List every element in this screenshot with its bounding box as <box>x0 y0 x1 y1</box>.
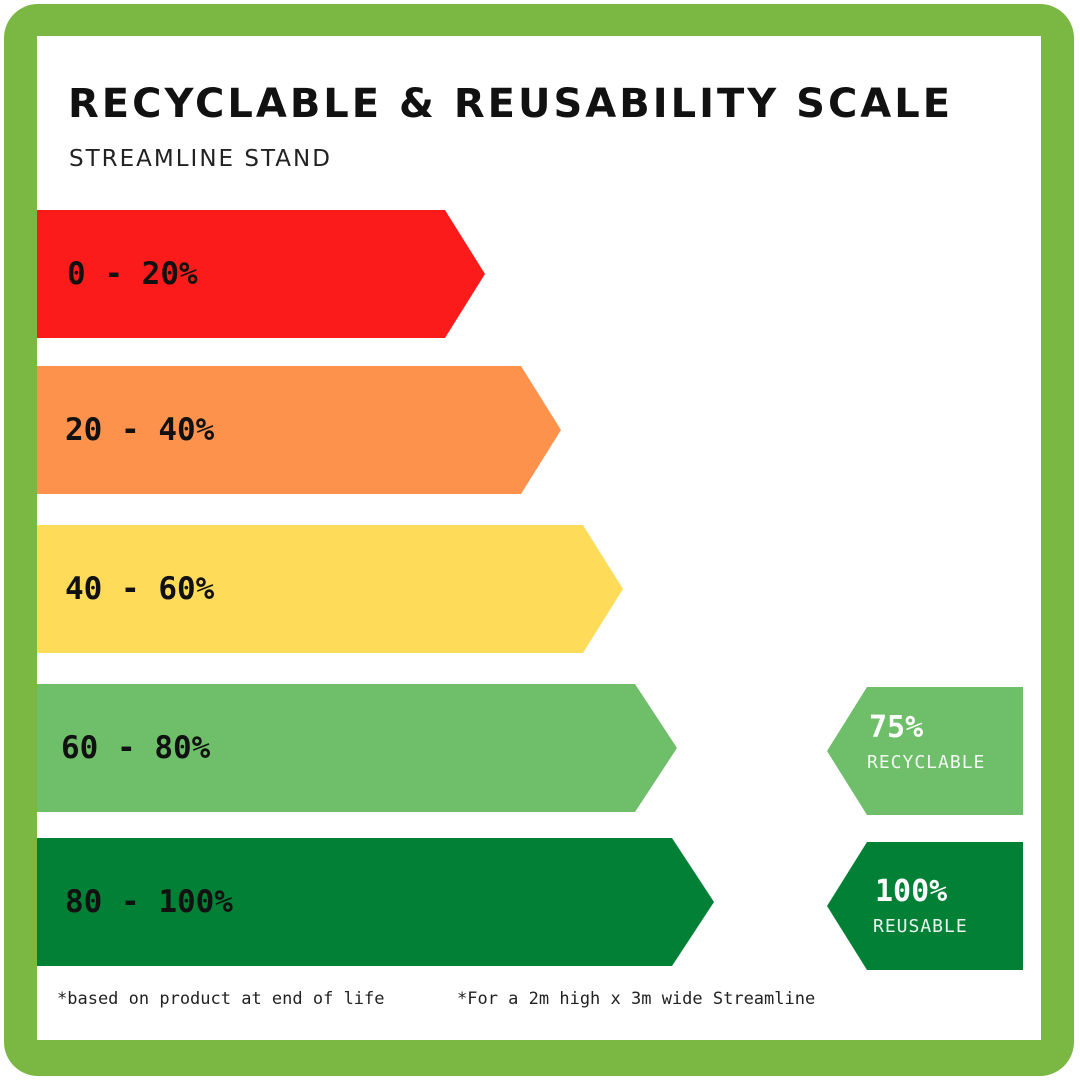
band-label-20-40: 20 - 40% <box>65 412 215 448</box>
badge-arrow-shape <box>827 687 1023 815</box>
reusable-label: REUSABLE <box>873 916 968 937</box>
recyclable-value: 75% <box>869 710 924 745</box>
band-80-100: 80 - 100% <box>37 838 714 966</box>
band-arrow-shape <box>37 366 561 494</box>
recyclable-label: RECYCLABLE <box>867 752 986 773</box>
band-label-40-60: 40 - 60% <box>65 571 215 607</box>
reusable-rating-badge: 100% REUSABLE <box>827 842 1023 970</box>
band-label-60-80: 60 - 80% <box>61 730 211 766</box>
band-arrow-shape <box>37 684 677 812</box>
band-arrow-shape <box>37 838 714 966</box>
band-arrow-shape <box>37 210 485 338</box>
recyclable-rating-badge: 75% RECYCLABLE <box>827 687 1023 815</box>
band-0-20: 0 - 20% <box>37 210 485 338</box>
band-60-80: 60 - 80% <box>37 684 677 812</box>
footnote-end-of-life: *based on product at end of life <box>57 989 385 1009</box>
band-20-40: 20 - 40% <box>37 366 561 494</box>
badge-arrow-shape <box>827 842 1023 970</box>
band-label-80-100: 80 - 100% <box>65 884 233 920</box>
band-label-0-20: 0 - 20% <box>67 256 198 292</box>
band-40-60: 40 - 60% <box>37 525 623 653</box>
page-subtitle: STREAMLINE STAND <box>69 146 332 172</box>
footnote-stand-size: *For a 2m high x 3m wide Streamline <box>457 989 816 1009</box>
reusable-value: 100% <box>875 874 948 909</box>
page-title: RECYCLABLE & REUSABILITY SCALE <box>68 81 954 127</box>
band-arrow-shape <box>37 525 623 653</box>
scale-panel: RECYCLABLE & REUSABILITY SCALE STREAMLIN… <box>37 36 1041 1040</box>
